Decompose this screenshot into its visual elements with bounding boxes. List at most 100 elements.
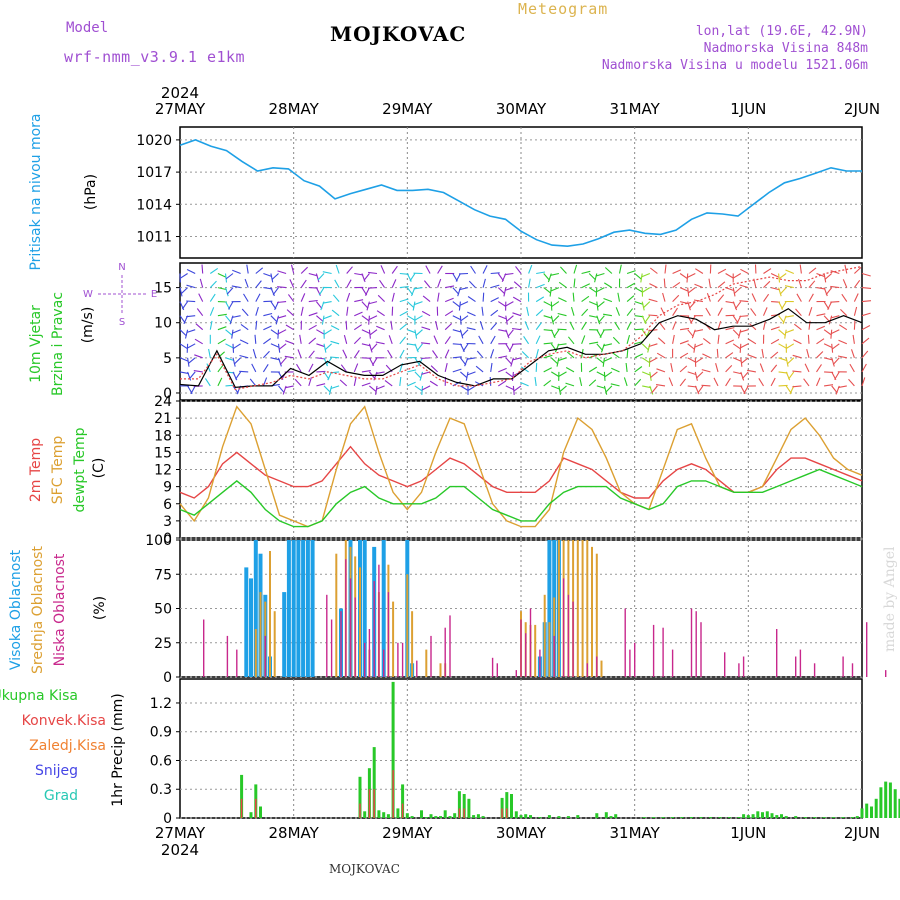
wind-arrow (263, 325, 272, 331)
wind-arrow (278, 343, 287, 350)
wind-arrow (285, 324, 294, 331)
high-cloud-bar (296, 540, 301, 677)
wind-arrow (275, 315, 280, 325)
wind-arrow (278, 385, 285, 394)
wind-arrow (816, 325, 826, 331)
wind-arrow (406, 287, 414, 296)
wind-arrow (617, 292, 621, 302)
low-cloud-bar (700, 622, 702, 677)
total-precip-bar (505, 792, 509, 818)
low-cloud-bar (629, 649, 631, 677)
wind-arrow (687, 357, 696, 363)
wind-arrow (679, 340, 689, 345)
wind-arrow (262, 364, 269, 373)
wind-arrow (641, 301, 645, 311)
total-precip-bar (832, 817, 836, 818)
total-precip-bar (865, 803, 869, 818)
wind-arrow (656, 368, 666, 373)
wind-arrow (239, 354, 249, 359)
wind-arrow (649, 283, 658, 289)
wind-arrow (346, 292, 351, 302)
high-cloud-bar (362, 540, 367, 677)
total-precip-bar (529, 815, 532, 818)
wind-arrow (308, 272, 318, 277)
wind-arrow (322, 271, 332, 275)
wind-arrow (316, 329, 325, 335)
wind-arrow (697, 385, 704, 394)
total-precip-bar (888, 782, 892, 818)
wind-arrow (497, 287, 506, 295)
wind-arrow (641, 371, 651, 376)
wind-arrow (763, 293, 770, 302)
wind-arrow (557, 357, 567, 362)
wind-arrow (551, 385, 560, 390)
wind-arrow (758, 378, 764, 387)
wind-arrow (375, 371, 385, 375)
wind-arrow (778, 273, 781, 283)
wind-arrow (830, 315, 840, 319)
wind-arrow (369, 329, 378, 336)
wind-arrow (490, 309, 499, 317)
wind-arrow (504, 272, 514, 276)
wind-arrow (604, 267, 613, 274)
wind-arrow (361, 329, 371, 334)
y-tick-label: 6 (163, 497, 172, 513)
wind-arrow (429, 380, 438, 387)
wind-arrow (475, 365, 484, 373)
ylabel-mid-cloud: Srednja Oblacnost (30, 546, 46, 674)
wind-arrow (687, 329, 694, 338)
wind-arrow (747, 354, 757, 359)
wind-arrow (672, 321, 677, 330)
total-precip-bar (377, 810, 381, 818)
wind-arrow (361, 382, 371, 387)
y-tick-label: 12 (154, 463, 172, 479)
wind-arrow (399, 323, 408, 331)
wind-arrow (557, 343, 567, 346)
wind-arrow (467, 311, 476, 317)
wind-arrow (559, 266, 567, 274)
total-precip-bar (372, 747, 376, 818)
wind-arrow (702, 337, 711, 345)
conv-precip-bar (368, 789, 371, 818)
compass-w-label: W (83, 289, 93, 300)
wind-arrow (240, 323, 249, 331)
low-cloud-bar (851, 663, 854, 677)
wind-arrow (831, 343, 834, 353)
wind-arrow (512, 327, 522, 331)
wind-arrow (490, 349, 495, 358)
wind-arrow (612, 336, 620, 345)
total-precip-bar (249, 812, 253, 818)
total-precip-bar (410, 816, 414, 818)
wind-arrow (648, 314, 658, 317)
wind-arrow (217, 364, 224, 373)
day-tick-label-top: 1JUN (730, 100, 766, 118)
wind-arrow (498, 329, 508, 332)
wind-arrow (255, 320, 258, 330)
wind-arrow (467, 385, 476, 392)
wind-arrow (190, 385, 196, 395)
wind-arrow (739, 300, 749, 303)
wind-arrow (391, 292, 395, 302)
wind-arrow (688, 301, 696, 309)
ylabel-cloud-unit: (%) (92, 596, 108, 620)
low-cloud-bar (387, 592, 390, 677)
wind-arrow (792, 354, 802, 359)
wind-arrow (444, 310, 454, 317)
low-cloud-bar (345, 559, 347, 677)
high-cloud-bar (253, 540, 258, 677)
wind-arrow (179, 357, 189, 362)
wind-arrow (228, 301, 234, 310)
wind-arrow (785, 357, 789, 367)
wind-arrow (194, 338, 203, 345)
wind-arrow (330, 325, 340, 331)
wind-arrow (792, 385, 802, 388)
wind-arrow (466, 357, 476, 360)
wind-arrow (406, 301, 415, 309)
wind-arrow (557, 312, 567, 317)
wind-arrow (179, 371, 189, 375)
wind-arrow (603, 385, 608, 395)
total-precip-bar (609, 816, 613, 818)
high-cloud-bar (286, 540, 291, 677)
wind-arrow (831, 385, 838, 394)
wind-arrow (353, 349, 360, 359)
